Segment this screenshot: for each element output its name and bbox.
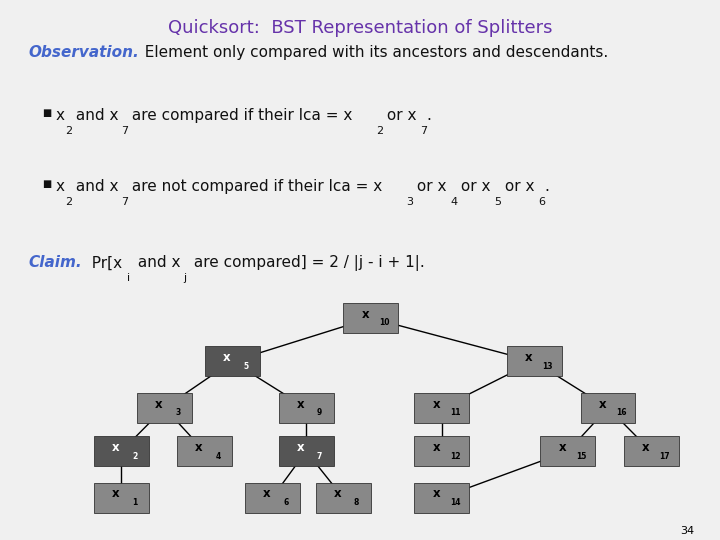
FancyBboxPatch shape xyxy=(624,436,678,466)
Text: 2: 2 xyxy=(65,197,72,207)
FancyBboxPatch shape xyxy=(204,347,260,376)
FancyBboxPatch shape xyxy=(414,483,469,512)
Text: 16: 16 xyxy=(616,408,626,417)
Text: 3: 3 xyxy=(406,197,413,207)
Text: 1: 1 xyxy=(132,498,138,507)
FancyBboxPatch shape xyxy=(414,393,469,423)
FancyBboxPatch shape xyxy=(580,393,636,423)
Text: and x: and x xyxy=(71,179,119,194)
Text: 7: 7 xyxy=(317,451,322,461)
Text: .: . xyxy=(426,108,431,123)
FancyBboxPatch shape xyxy=(414,436,469,466)
Text: 12: 12 xyxy=(450,451,460,461)
Text: j: j xyxy=(183,273,186,283)
Text: x: x xyxy=(263,488,271,501)
Text: x: x xyxy=(559,441,567,454)
Text: x: x xyxy=(297,441,305,454)
Text: 17: 17 xyxy=(660,451,670,461)
FancyBboxPatch shape xyxy=(279,436,333,466)
FancyBboxPatch shape xyxy=(541,436,595,466)
Text: 7: 7 xyxy=(121,197,128,207)
Text: 5: 5 xyxy=(494,197,501,207)
Text: or x: or x xyxy=(500,179,534,194)
Text: 5: 5 xyxy=(243,362,248,371)
Text: are compared] = 2 / |j - i + 1|.: are compared] = 2 / |j - i + 1|. xyxy=(189,255,425,272)
Text: x: x xyxy=(56,179,65,194)
Text: 10: 10 xyxy=(379,318,390,327)
Text: x: x xyxy=(433,441,440,454)
Text: x: x xyxy=(156,397,163,411)
Text: x: x xyxy=(599,397,606,411)
Text: 4: 4 xyxy=(450,197,457,207)
Text: 11: 11 xyxy=(450,408,460,417)
Text: Claim.: Claim. xyxy=(28,255,81,271)
Text: x: x xyxy=(433,397,440,411)
Text: x: x xyxy=(223,352,230,365)
Text: are compared if their lca = x: are compared if their lca = x xyxy=(127,108,352,123)
FancyBboxPatch shape xyxy=(94,436,149,466)
FancyBboxPatch shape xyxy=(137,393,192,423)
Text: Observation.: Observation. xyxy=(28,45,139,60)
Text: 14: 14 xyxy=(450,498,460,507)
FancyBboxPatch shape xyxy=(507,347,562,376)
Text: 3: 3 xyxy=(175,408,181,417)
Text: x: x xyxy=(112,488,120,501)
Text: 15: 15 xyxy=(576,451,587,461)
Text: x: x xyxy=(297,397,305,411)
Text: Quicksort:  BST Representation of Splitters: Quicksort: BST Representation of Splitte… xyxy=(168,19,552,37)
Text: x: x xyxy=(433,488,440,501)
Text: x: x xyxy=(195,441,203,454)
Text: ■: ■ xyxy=(42,179,51,190)
Text: x: x xyxy=(525,352,533,365)
Text: and x: and x xyxy=(71,108,119,123)
Text: x: x xyxy=(56,108,65,123)
Text: x: x xyxy=(112,441,120,454)
Text: 9: 9 xyxy=(317,408,322,417)
Text: x: x xyxy=(361,308,369,321)
Text: 2: 2 xyxy=(376,126,383,136)
Text: x: x xyxy=(334,488,341,501)
Text: 4: 4 xyxy=(215,451,220,461)
Text: 34: 34 xyxy=(680,525,695,536)
Text: x: x xyxy=(642,441,649,454)
FancyBboxPatch shape xyxy=(315,483,371,512)
Text: and x: and x xyxy=(133,255,181,271)
Text: ■: ■ xyxy=(42,108,51,118)
Text: i: i xyxy=(127,273,130,283)
FancyBboxPatch shape xyxy=(94,483,149,512)
Text: 6: 6 xyxy=(283,498,288,507)
FancyBboxPatch shape xyxy=(279,393,333,423)
Text: 7: 7 xyxy=(420,126,427,136)
Text: 8: 8 xyxy=(354,498,359,507)
Text: 13: 13 xyxy=(542,362,553,371)
FancyBboxPatch shape xyxy=(177,436,232,466)
Text: 2: 2 xyxy=(65,126,72,136)
Text: 6: 6 xyxy=(538,197,545,207)
Text: or x: or x xyxy=(382,108,416,123)
Text: 2: 2 xyxy=(132,451,138,461)
Text: or x: or x xyxy=(456,179,490,194)
Text: Element only compared with its ancestors and descendants.: Element only compared with its ancestors… xyxy=(135,45,608,60)
Text: .: . xyxy=(544,179,549,194)
Text: are not compared if their lca = x: are not compared if their lca = x xyxy=(127,179,382,194)
Text: 7: 7 xyxy=(121,126,128,136)
Text: or x: or x xyxy=(412,179,446,194)
FancyBboxPatch shape xyxy=(343,303,398,333)
Text: Pr[x: Pr[x xyxy=(82,255,122,271)
FancyBboxPatch shape xyxy=(245,483,300,512)
